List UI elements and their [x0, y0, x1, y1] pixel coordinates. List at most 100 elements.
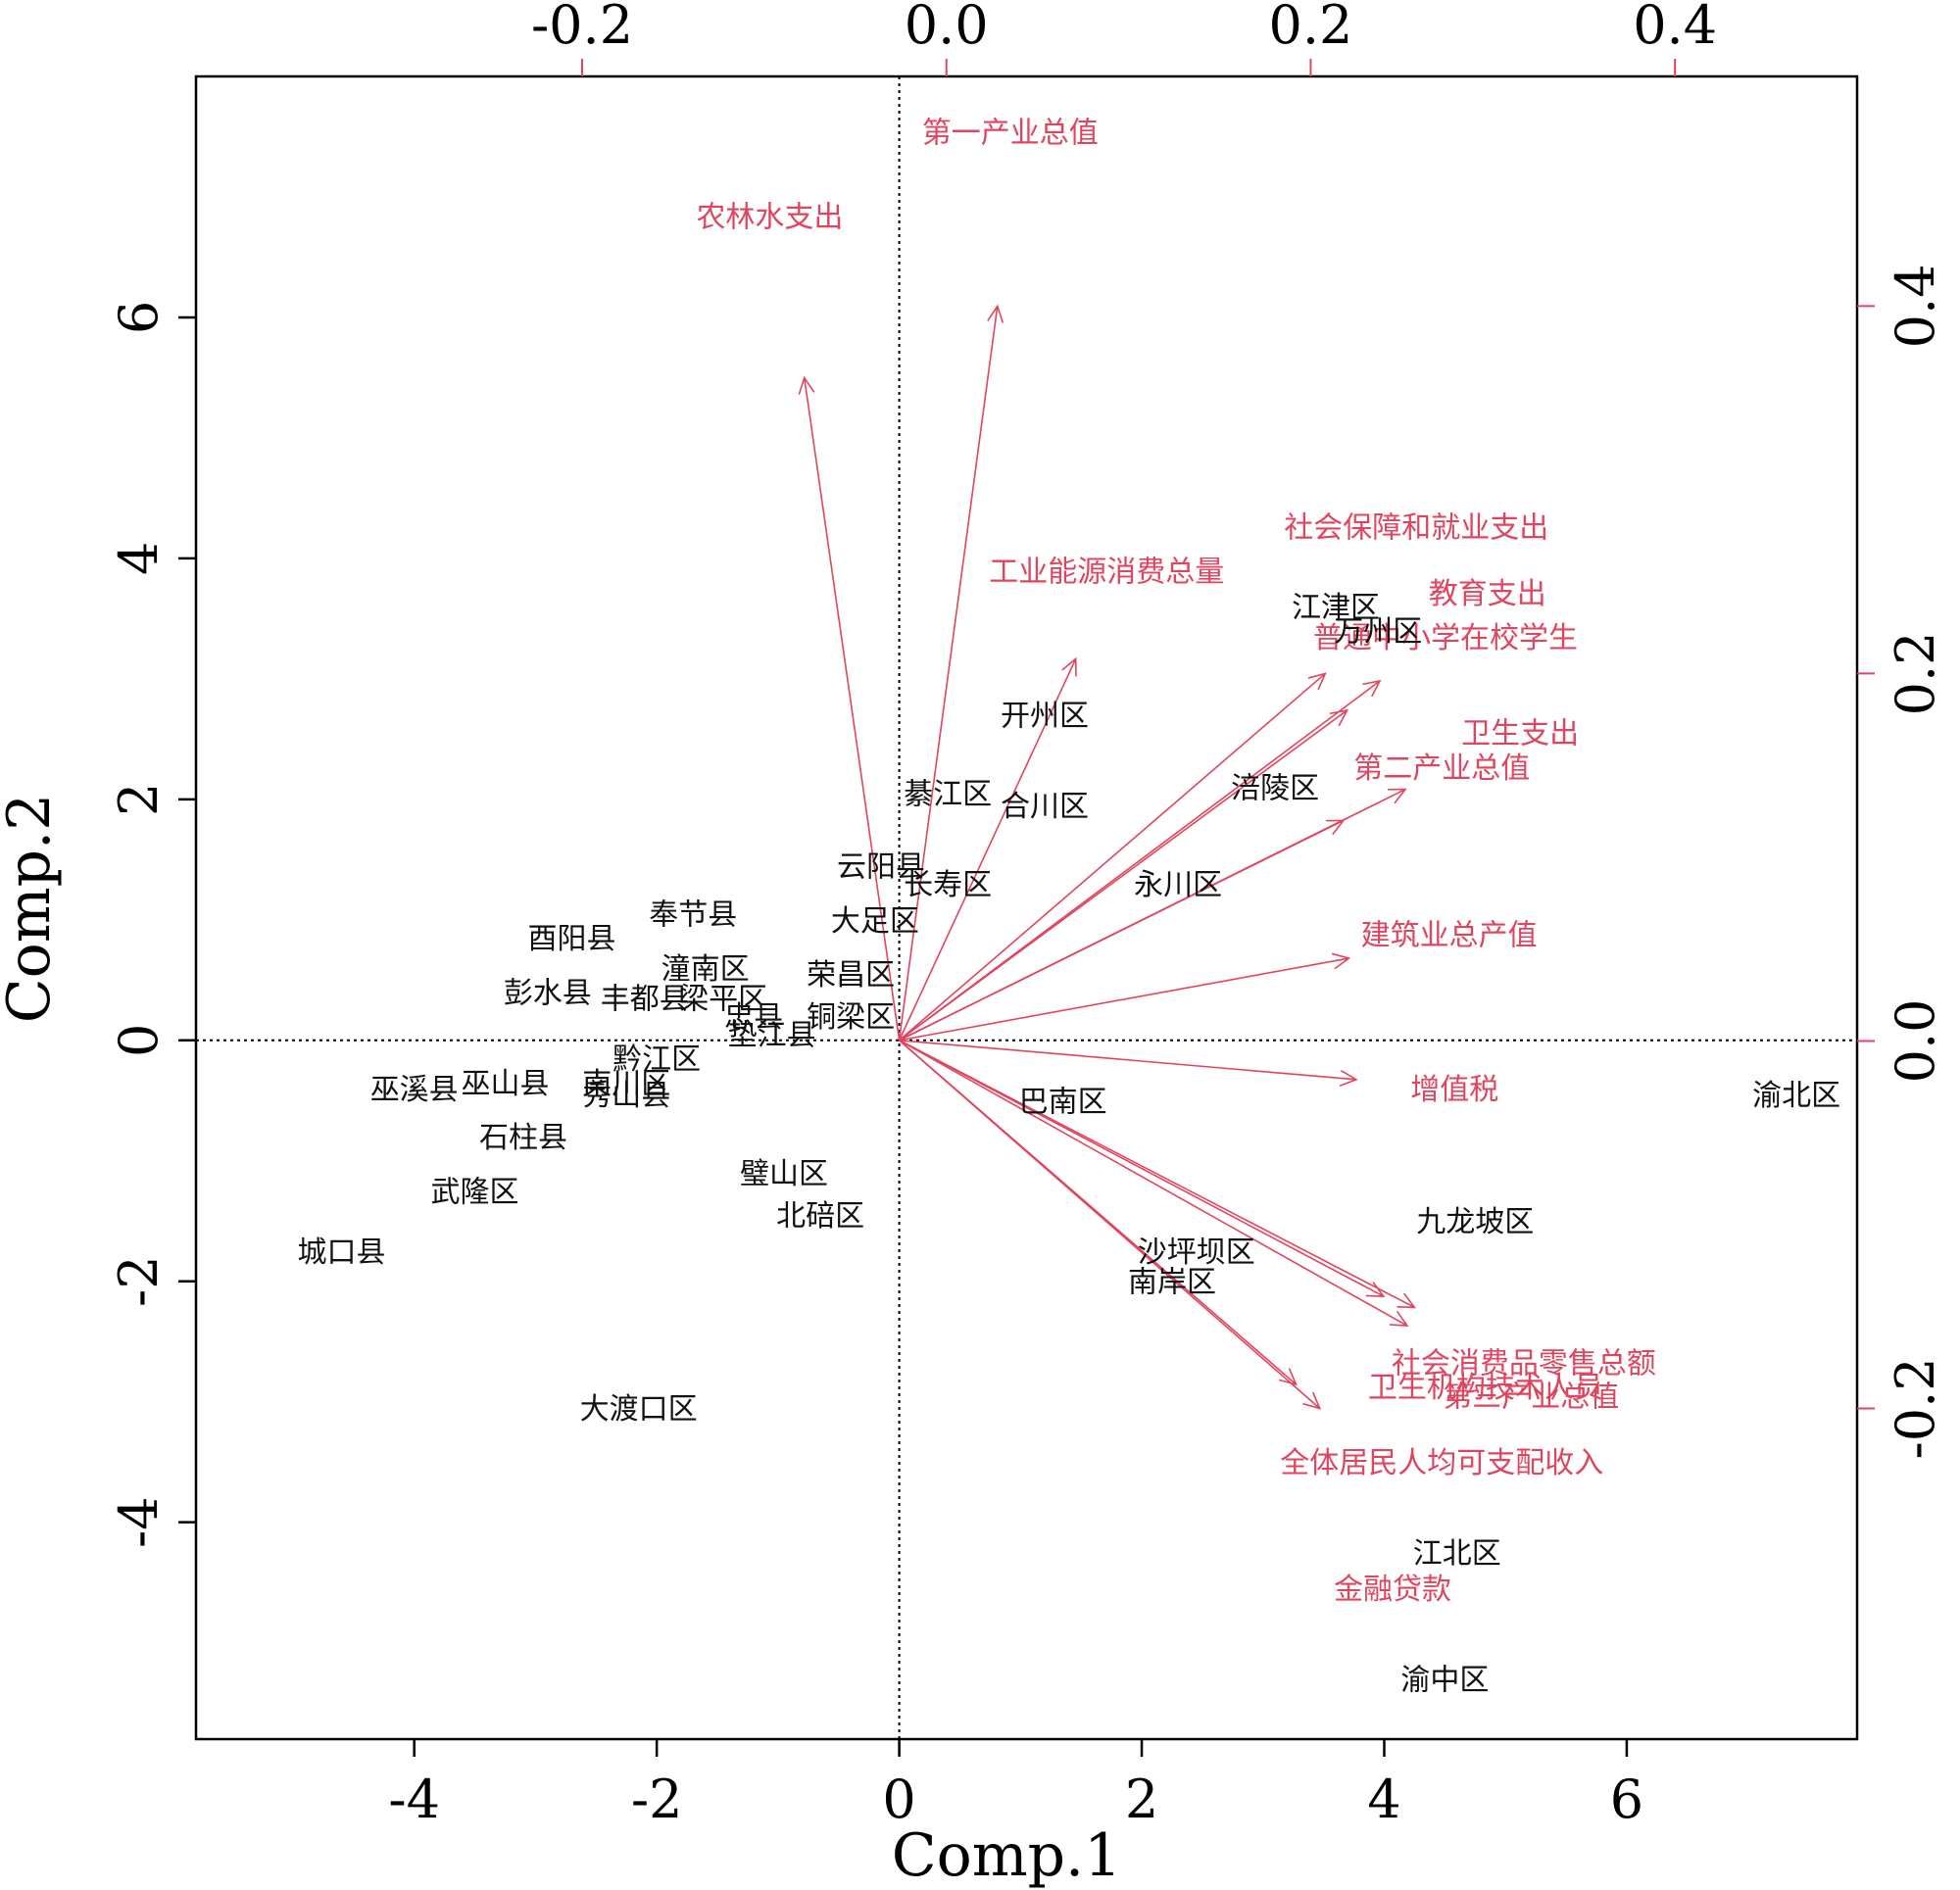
right-tick-label: 0.0 — [1885, 999, 1946, 1084]
observation-label-26: 彭水县 — [504, 977, 592, 1011]
arrow-head-10 — [1396, 1292, 1417, 1309]
observation-label-36: 北碚区 — [776, 1199, 864, 1234]
variable-label-0: 第一产业总值 — [922, 116, 1099, 150]
variable-arrow-10 — [899, 1040, 1415, 1309]
observation-label-14: 长寿区 — [904, 868, 992, 902]
variable-arrows — [798, 304, 1417, 1410]
bottom-tick-label: 2 — [1125, 1769, 1158, 1830]
variable-arrow-3 — [899, 672, 1326, 1042]
axes: -4 -2 0 2 4 6 -4 -2 0 2 4 6 -0.2 0.0 0.2 0.4 -0.2 0.0 0.2 0… — [108, 0, 1946, 1830]
variable-arrow-11 — [899, 1040, 1385, 1297]
arrow-head-0 — [987, 304, 1004, 323]
bottom-tick-label: 4 — [1367, 1769, 1400, 1830]
variable-label-13: 全体居民人均可支配收入 — [1280, 1446, 1603, 1480]
reference-lines — [196, 76, 1857, 1739]
variable-arrow-8 — [899, 957, 1349, 1042]
plot-frame — [194, 74, 1859, 1741]
observation-label-25: 丰都县 — [601, 983, 689, 1017]
left-tick-label: 0 — [108, 1024, 170, 1057]
arrow-head-9 — [1339, 1069, 1358, 1087]
observation-label-34: 城口县 — [297, 1236, 385, 1270]
variable-arrow-9 — [899, 1039, 1356, 1081]
variable-label-9: 增值税 — [1410, 1073, 1498, 1107]
observation-label-23: 奉节县 — [649, 898, 737, 933]
variable-label-8: 建筑业总产值 — [1361, 919, 1538, 953]
observation-label-37: 大渡口区 — [580, 1392, 698, 1427]
y-axis-title: Comp.2 — [0, 794, 64, 1024]
observation-label-29: 秀山县 — [582, 1079, 670, 1113]
variable-label-10: 社会消费品零售总额 — [1392, 1347, 1656, 1381]
observation-label-24: 酉阳县 — [528, 922, 616, 956]
arrow-head-8 — [1331, 952, 1351, 970]
observation-label-1: 九龙坡区 — [1416, 1205, 1534, 1239]
arrow-head-12 — [1389, 1310, 1409, 1327]
observation-label-27: 黔江区 — [612, 1042, 701, 1077]
arrow-head-7 — [1388, 788, 1407, 804]
left-tick-label: 4 — [108, 542, 170, 575]
arrow-head-4 — [1362, 679, 1382, 698]
variable-label-11: 卫生机构技术人员 — [1368, 1371, 1603, 1405]
observation-label-12: 合川区 — [1001, 790, 1089, 824]
observation-label-17: 荣昌区 — [807, 958, 895, 993]
arrow-head-1 — [798, 375, 815, 395]
bottom-tick-label: 0 — [882, 1769, 915, 1830]
variable-label-1: 农林水支出 — [696, 201, 843, 235]
variable-label-5: 普通中小学在校学生 — [1313, 621, 1578, 655]
variable-label-3: 社会保障和就业支出 — [1284, 510, 1548, 545]
observation-label-9: 涪陵区 — [1231, 772, 1319, 806]
observation-label-28: 南川区 — [582, 1067, 670, 1101]
variable-arrow-5 — [899, 709, 1348, 1042]
arrow-head-13 — [1278, 1368, 1298, 1386]
observation-label-6: 巴南区 — [1019, 1085, 1107, 1119]
observation-label-22: 潼南区 — [662, 952, 750, 987]
right-tick-label: 0.2 — [1885, 631, 1946, 715]
observation-label-10: 永川区 — [1134, 868, 1222, 902]
variable-label-4: 教育支出 — [1429, 577, 1546, 611]
observation-label-18: 铜梁区 — [807, 1000, 895, 1035]
observation-label-3: 渝中区 — [1400, 1664, 1489, 1698]
observation-label-33: 武隆区 — [431, 1175, 519, 1209]
variable-label-12: 第三产业总值 — [1443, 1380, 1619, 1414]
observation-label-30: 巫溪县 — [370, 1073, 459, 1107]
variable-label-14: 金融贷款 — [1334, 1573, 1451, 1607]
variable-arrow-14 — [899, 1040, 1321, 1410]
arrow-head-5 — [1329, 708, 1349, 727]
observation-label-0: 渝北区 — [1752, 1079, 1840, 1113]
variable-label-2: 工业能源消费总量 — [989, 555, 1224, 589]
observation-label-19: 垫江县 — [728, 1019, 816, 1053]
observation-label-32: 石柱县 — [479, 1121, 567, 1155]
bottom-tick-label: -4 — [388, 1769, 440, 1830]
observation-label-20: 忠县 — [724, 1000, 783, 1035]
left-tick-label: -4 — [108, 1496, 170, 1548]
observation-label-8: 万州区 — [1334, 615, 1422, 650]
observation-label-11: 开州区 — [1001, 700, 1089, 734]
observation-label-5: 南岸区 — [1128, 1266, 1216, 1300]
observation-label-35: 璧山区 — [740, 1157, 828, 1191]
x-axis-title: Comp.1 — [892, 1821, 1122, 1890]
top-tick-label: 0.4 — [1633, 0, 1717, 56]
observation-label-16: 大足区 — [831, 904, 919, 939]
observation-label-21: 梁平区 — [679, 983, 767, 1017]
left-tick-label: 6 — [108, 301, 170, 334]
arrow-head-14 — [1302, 1391, 1322, 1410]
variable-label-6: 卫生支出 — [1461, 716, 1579, 751]
top-tick-label: -0.2 — [531, 0, 633, 56]
observation-label-31: 巫山县 — [461, 1067, 549, 1101]
observation-label-7: 江津区 — [1292, 591, 1380, 625]
left-tick-label: 2 — [108, 783, 170, 816]
right-tick-label: 0.4 — [1885, 264, 1946, 348]
variable-arrow-7 — [899, 788, 1406, 1042]
variable-arrow-12 — [899, 1040, 1408, 1327]
variable-arrow-0 — [898, 306, 999, 1041]
bottom-tick-label: -2 — [631, 1769, 683, 1830]
variable-label-7: 第二产业总值 — [1353, 751, 1530, 786]
arrow-head-2 — [1061, 656, 1077, 677]
left-tick-label: -2 — [108, 1255, 170, 1307]
bottom-tick-label: 6 — [1610, 1769, 1643, 1830]
arrow-head-11 — [1365, 1282, 1386, 1297]
right-tick-label: -0.2 — [1885, 1357, 1946, 1459]
observation-label-15: 云阳县 — [837, 849, 925, 884]
